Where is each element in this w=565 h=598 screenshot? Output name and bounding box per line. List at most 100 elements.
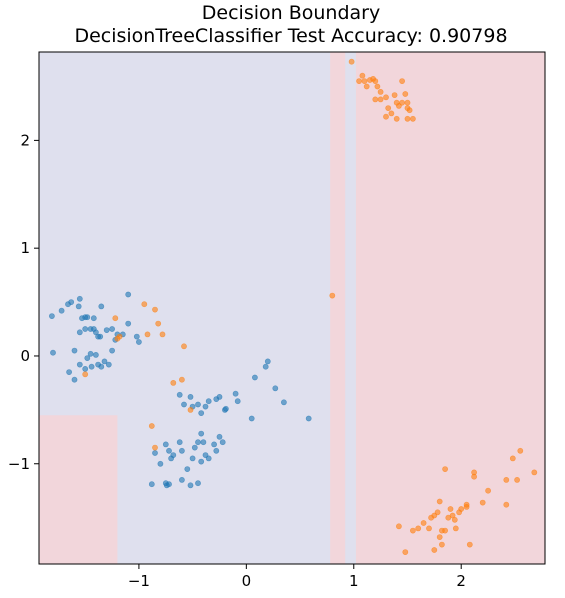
data-point-class-0 xyxy=(176,439,183,446)
data-point-class-1 xyxy=(404,115,411,122)
data-point-class-1 xyxy=(388,110,395,117)
data-point-class-1 xyxy=(503,501,510,508)
decision-region-3 xyxy=(39,415,118,564)
data-point-class-1 xyxy=(409,115,416,122)
data-point-class-1 xyxy=(359,72,366,79)
data-point-class-1 xyxy=(395,523,402,530)
data-point-class-0 xyxy=(205,398,212,405)
data-point-class-1 xyxy=(377,89,384,95)
data-point-class-1 xyxy=(442,466,448,472)
data-point-class-0 xyxy=(135,339,142,345)
y-tick-label: 0 xyxy=(20,347,30,365)
data-point-class-0 xyxy=(68,299,75,305)
data-point-class-0 xyxy=(162,441,169,448)
data-point-class-1 xyxy=(447,506,454,512)
data-point-class-1 xyxy=(348,58,355,65)
data-point-class-1 xyxy=(178,376,185,383)
data-point-class-1 xyxy=(404,99,411,106)
data-point-class-1 xyxy=(385,105,392,111)
chart-subtitle: DecisionTreeClassifier Test Accuracy: 0.… xyxy=(74,25,507,47)
data-point-class-1 xyxy=(402,549,409,555)
x-tick-label: −1 xyxy=(128,572,150,590)
data-point-class-0 xyxy=(103,327,110,333)
data-point-class-0 xyxy=(305,415,312,422)
data-point-class-1 xyxy=(485,487,491,494)
data-point-class-0 xyxy=(50,349,56,356)
x-tick-label: 2 xyxy=(456,572,466,590)
data-point-class-0 xyxy=(232,390,239,397)
data-point-class-0 xyxy=(262,363,269,370)
data-point-class-0 xyxy=(125,291,132,298)
data-point-class-0 xyxy=(205,455,212,462)
data-point-class-0 xyxy=(162,480,169,487)
data-point-class-1 xyxy=(415,525,422,532)
x-tick-label: 0 xyxy=(242,572,252,590)
data-point-class-1 xyxy=(436,534,443,540)
data-point-class-1 xyxy=(402,91,409,97)
data-point-class-1 xyxy=(377,96,384,103)
data-point-class-0 xyxy=(58,307,65,314)
data-point-class-1 xyxy=(438,527,445,534)
data-point-class-1 xyxy=(363,83,370,90)
decision-region-2 xyxy=(355,52,545,564)
y-tick-label: −1 xyxy=(8,455,30,473)
data-point-class-0 xyxy=(71,376,78,383)
data-point-class-0 xyxy=(189,455,196,462)
data-point-class-0 xyxy=(84,355,91,361)
data-point-class-1 xyxy=(466,541,473,548)
data-point-class-0 xyxy=(195,439,201,446)
data-point-class-1 xyxy=(431,547,438,553)
data-point-class-1 xyxy=(383,113,389,120)
data-point-class-0 xyxy=(191,444,198,451)
data-point-class-1 xyxy=(471,469,477,476)
data-point-class-1 xyxy=(452,525,459,532)
data-point-class-0 xyxy=(195,401,201,408)
data-point-class-1 xyxy=(356,78,362,84)
data-point-class-0 xyxy=(98,303,105,310)
data-point-class-1 xyxy=(479,499,486,506)
data-point-class-0 xyxy=(101,358,108,365)
data-point-class-1 xyxy=(399,78,405,84)
data-point-class-1 xyxy=(82,371,89,378)
y-tick-label: 2 xyxy=(20,131,30,149)
data-point-class-0 xyxy=(157,460,164,467)
data-point-class-0 xyxy=(234,398,241,405)
data-point-class-0 xyxy=(105,361,112,368)
data-point-class-0 xyxy=(170,452,177,458)
data-point-class-0 xyxy=(82,326,89,332)
data-point-class-0 xyxy=(219,439,226,446)
data-point-class-0 xyxy=(166,447,172,454)
data-point-class-0 xyxy=(75,303,82,310)
data-point-class-0 xyxy=(251,374,258,381)
data-point-class-1 xyxy=(372,78,379,84)
data-point-class-0 xyxy=(125,320,132,327)
data-point-class-0 xyxy=(187,482,194,489)
data-point-class-1 xyxy=(148,423,155,429)
data-point-class-0 xyxy=(84,314,91,321)
data-point-class-1 xyxy=(187,406,194,413)
data-point-class-1 xyxy=(406,107,413,114)
data-point-class-0 xyxy=(133,333,140,340)
data-point-class-0 xyxy=(176,391,183,398)
data-point-class-1 xyxy=(144,331,151,338)
data-point-class-0 xyxy=(49,313,55,319)
data-point-class-0 xyxy=(109,326,115,332)
data-point-class-1 xyxy=(155,320,162,327)
data-point-class-0 xyxy=(248,415,255,422)
data-point-class-0 xyxy=(87,350,94,357)
data-point-class-0 xyxy=(97,333,104,340)
data-point-class-0 xyxy=(181,401,187,408)
data-point-class-1 xyxy=(383,94,389,101)
data-point-class-0 xyxy=(200,439,207,446)
data-point-class-1 xyxy=(114,335,121,342)
data-point-class-0 xyxy=(280,399,287,406)
data-point-class-0 xyxy=(178,447,185,454)
data-point-class-0 xyxy=(152,450,158,456)
data-point-class-1 xyxy=(152,306,158,313)
data-point-class-1 xyxy=(159,331,166,338)
data-point-class-1 xyxy=(458,506,465,512)
data-point-class-0 xyxy=(88,363,95,370)
data-point-class-0 xyxy=(98,363,105,370)
data-point-class-1 xyxy=(436,498,443,505)
